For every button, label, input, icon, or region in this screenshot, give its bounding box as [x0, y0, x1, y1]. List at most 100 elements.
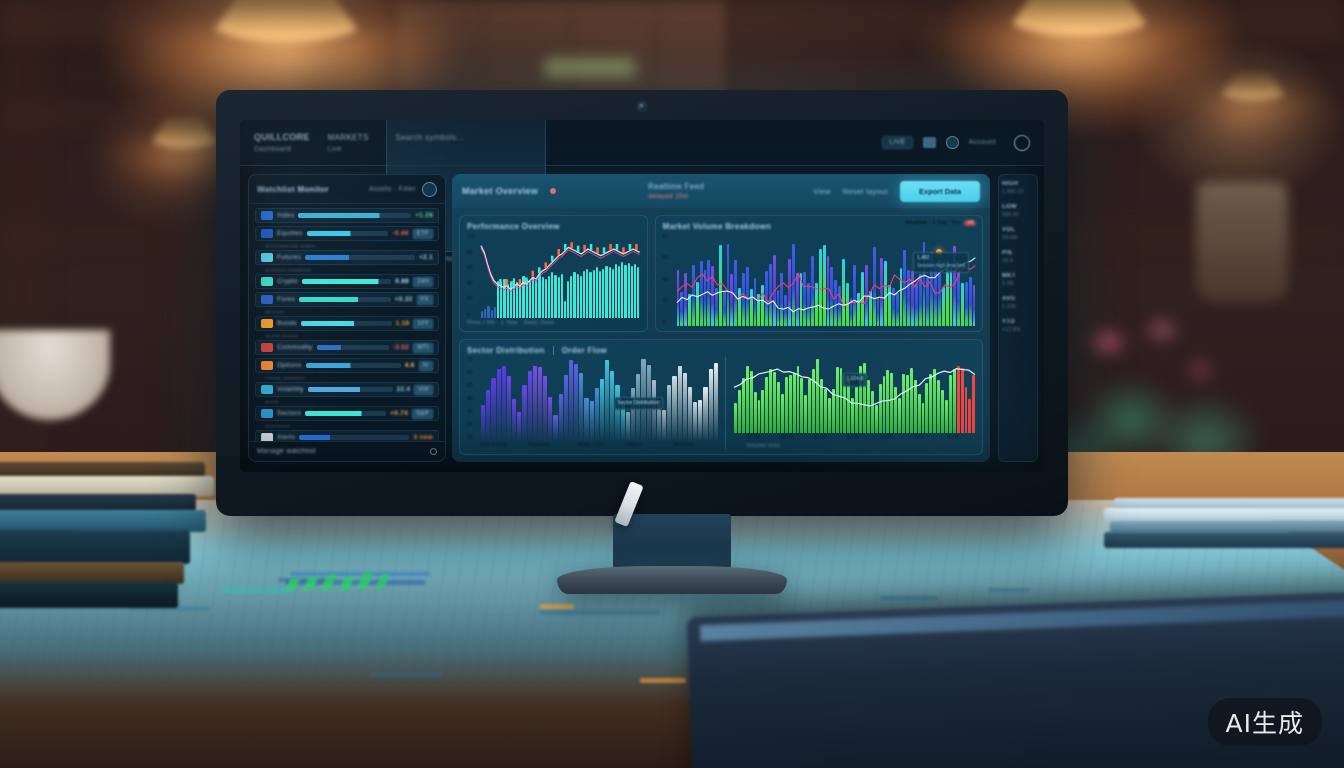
sidebar-row-sub: Spot	[255, 400, 439, 403]
watermark: AI生成	[1207, 698, 1322, 746]
sidebar-row[interactable]: Alerts 3 new	[255, 430, 439, 441]
candle-marker	[615, 244, 619, 250]
chart-bar	[918, 274, 922, 326]
chart-bar	[945, 261, 949, 326]
candle-marker	[628, 244, 632, 250]
chart-bar	[859, 366, 862, 433]
chart-bar	[715, 288, 718, 326]
rail-stat-item[interactable]: P/E 18.4	[1002, 250, 1034, 264]
row-value: 22.4	[396, 386, 411, 393]
rail-stat-item[interactable]: HIGH 1,480.22	[1002, 181, 1034, 195]
sidebar-row[interactable]: Crypto 0.88 24H	[255, 274, 439, 289]
section-block[interactable]: MARKETS Live	[328, 133, 369, 153]
row-label: Index	[277, 212, 295, 219]
sidebar-row[interactable]: Forex +0.32 FX	[255, 292, 439, 307]
sidebar-row[interactable]: Commodity -3.02 WTI	[255, 340, 439, 355]
sidebar-watchlist: Watchlist Monitor Assets · Filter Index +…	[248, 174, 446, 462]
sidebar-row[interactable]: Index +1.28	[255, 208, 439, 223]
axis-tick-label: 10:15	[780, 434, 793, 440]
chart-bar	[656, 400, 662, 441]
sidebar-row[interactable]: Bonds 1.18 10Y	[255, 316, 439, 331]
chart-bar	[605, 360, 610, 441]
chart-bar	[490, 310, 493, 318]
chart-bar	[761, 284, 765, 326]
chart-bar	[960, 367, 964, 433]
chart-bar	[788, 259, 791, 326]
sidebar-row[interactable]: Volatility 22.4 VIX	[255, 382, 439, 397]
chart-bar	[620, 402, 625, 441]
chart-performance-plot[interactable]	[481, 234, 640, 318]
axis-tick-label: 80	[662, 234, 669, 240]
chart-bar	[968, 398, 972, 433]
candle-marker	[602, 247, 606, 254]
chart-sector-bars	[481, 357, 718, 441]
row-label: Forex	[277, 296, 296, 303]
settings-dot-icon[interactable]	[430, 448, 437, 455]
chart-bar	[894, 387, 898, 433]
chart-title-volume: Market Volume Breakdown	[662, 222, 772, 231]
sidebar-row[interactable]: Futures +2.1	[255, 250, 439, 265]
chart-bar	[784, 295, 788, 326]
candle-marker	[531, 270, 535, 277]
row-lead-icon	[261, 277, 273, 286]
sidebar-row[interactable]: Options 4.6 IV	[255, 358, 439, 373]
chart-bar	[634, 264, 637, 318]
chart-orderflow-plot[interactable]: 1,024.8	[734, 357, 975, 433]
monitor-screen: QUILLCORE Dashboard MARKETS Live Search …	[240, 120, 1044, 472]
rail-stat-item[interactable]: VOL 24.6M	[1002, 227, 1034, 241]
chart-volume-plot[interactable]: 1,482 Session high reached	[677, 234, 975, 326]
row-label: Alerts	[277, 434, 296, 441]
row-label: Crypto	[277, 278, 298, 285]
chart-bar	[822, 245, 826, 326]
row-progress-bar	[316, 345, 389, 350]
chart-sector-plot[interactable]: Sector Distribution	[481, 357, 718, 441]
chart-bar	[538, 274, 541, 318]
chart-bar	[808, 378, 812, 433]
section-sublabel: Live	[327, 145, 342, 153]
sidebar-footer[interactable]: Manage watchlist	[249, 441, 445, 461]
chart-bar	[528, 280, 531, 318]
sidebar-row[interactable]: Sectors +0.74 S&P	[255, 406, 439, 421]
sidebar-avatar-icon[interactable]	[422, 182, 437, 197]
row-label: Commodity	[277, 344, 313, 351]
chart-bar	[693, 402, 698, 441]
feed-label: Realtime Feed	[648, 182, 704, 191]
chart-bar	[820, 379, 823, 433]
axis-tick-label: 40	[467, 395, 473, 402]
chart-bar	[891, 288, 895, 326]
axis-tick-label: 14:00	[879, 434, 893, 440]
chart-bar	[687, 387, 693, 441]
row-lead-icon	[261, 295, 273, 304]
sidebar-row-sub: Majors	[255, 310, 439, 313]
axis-tick-label: 11:00	[813, 434, 826, 440]
avatar[interactable]	[945, 136, 959, 149]
reset-layout-link[interactable]: Reset layout	[842, 186, 888, 196]
rail-stat-item[interactable]: LOW 998.40	[1002, 204, 1034, 218]
book-stack-right	[1104, 498, 1344, 618]
export-data-button[interactable]: Export Data	[900, 180, 980, 202]
chart-bar	[898, 397, 902, 433]
search-placeholder: Search symbols...	[395, 132, 465, 142]
user-label[interactable]: Account	[968, 139, 996, 146]
chart-bar	[937, 379, 941, 433]
view-link[interactable]: View	[813, 186, 831, 196]
chart-bar	[517, 412, 522, 441]
axis-tick-label: 0	[467, 311, 470, 318]
chart-bar	[872, 247, 876, 326]
sidebar-row[interactable]: Equities -0.46 ETF	[255, 226, 439, 241]
axis-tick-label: 20	[467, 421, 473, 428]
chart-bar	[853, 264, 857, 326]
nav-item-portfolio[interactable]: Portfolio	[432, 256, 461, 263]
chart-bar	[815, 282, 818, 326]
rail-stat-item[interactable]: MKT 3.2B	[1002, 273, 1034, 287]
chart-bar	[718, 244, 722, 326]
right-stats-rail: HIGH 1,480.22 LOW 998.40 VOL 24.6M P/E 18.4 MKT 3…	[998, 174, 1038, 462]
rail-stat-item[interactable]: AVG 1,206	[1002, 296, 1034, 310]
grid-icon[interactable]	[922, 137, 936, 148]
ring-logo-icon	[1014, 134, 1030, 151]
brand-block[interactable]: QUILLCORE Dashboard	[254, 132, 310, 153]
row-value: +2.1	[418, 254, 433, 261]
rail-stat-item[interactable]: YTD +12.8%	[1002, 319, 1034, 333]
chart-bar	[496, 369, 501, 441]
